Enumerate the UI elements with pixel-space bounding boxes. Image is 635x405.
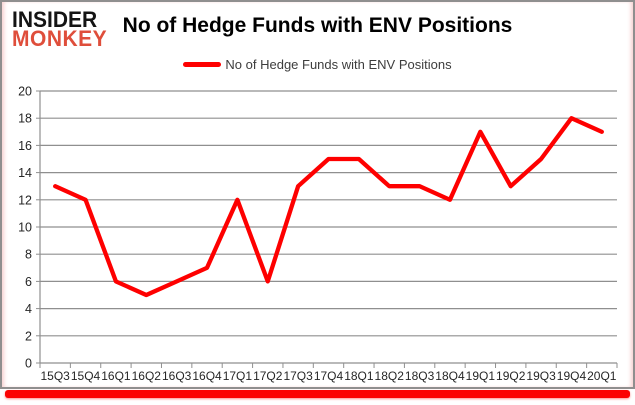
y-axis-label: 8: [25, 248, 32, 262]
legend-label: No of Hedge Funds with ENV Positions: [225, 57, 452, 72]
red-bottom-bar: [5, 390, 630, 398]
x-axis-label: 16Q2: [132, 369, 162, 383]
x-axis-label: 19Q1: [466, 369, 496, 383]
x-axis-label: 16Q1: [101, 369, 131, 383]
y-axis-label: 18: [18, 112, 32, 126]
y-axis-label: 20: [18, 85, 32, 99]
y-axis-label: 14: [18, 166, 32, 180]
y-axis-label: 6: [25, 275, 32, 289]
x-axis-label: 15Q4: [71, 369, 101, 383]
x-axis-label: 15Q3: [41, 369, 71, 383]
x-axis-label: 20Q1: [587, 369, 617, 383]
x-axis-label: 18Q2: [375, 369, 405, 383]
x-axis-label: 19Q2: [496, 369, 526, 383]
y-axis-label: 12: [18, 193, 32, 207]
x-axis-label: 18Q4: [435, 369, 465, 383]
x-axis-label: 19Q4: [557, 369, 587, 383]
y-axis-label: 0: [25, 357, 32, 371]
insider-monkey-logo: INSIDER MONKEY: [12, 7, 108, 52]
y-axis-label: 16: [18, 139, 32, 153]
y-axis-label: 4: [25, 302, 32, 316]
x-axis-label: 17Q2: [253, 369, 283, 383]
chart-title: No of Hedge Funds with ENV Positions: [122, 14, 513, 37]
x-axis-label: 17Q4: [314, 369, 344, 383]
line-chart: 0 2 4 6 8 10 12 14 16 18 20 15Q3 15Q4 16Q1 16Q2 16Q3 16Q…: [18, 85, 618, 383]
logo-text-insider: INSIDER: [12, 7, 98, 33]
chart-panel: INSIDER MONKEY No of Hedge Funds with EN…: [0, 0, 635, 389]
x-axis-label: 18Q3: [405, 369, 435, 383]
legend: No of Hedge Funds with ENV Positions: [2, 57, 633, 72]
data-line: [53, 116, 604, 298]
legend-line-marker: [183, 62, 222, 67]
x-axis-label: 19Q3: [526, 369, 556, 383]
x-axis-label: 17Q3: [283, 369, 313, 383]
y-axis-label: 10: [18, 221, 32, 235]
x-axis-label: 17Q1: [223, 369, 253, 383]
y-axis-label: 2: [25, 329, 32, 343]
x-axis-label: 18Q1: [344, 369, 374, 383]
x-axis-label: 16Q3: [162, 369, 192, 383]
x-axis-label: 16Q4: [192, 369, 222, 383]
logo-text-monkey: MONKEY: [12, 26, 108, 52]
